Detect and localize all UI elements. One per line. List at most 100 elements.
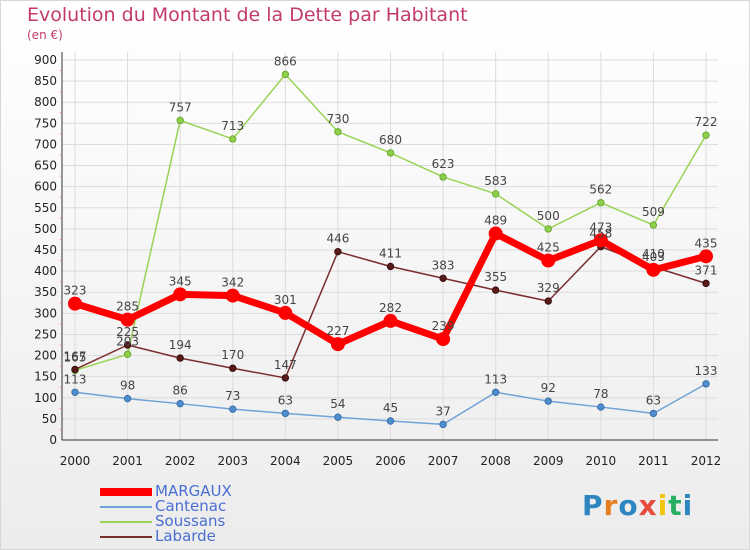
y-tick-label: 100 <box>34 391 57 405</box>
data-label: 282 <box>379 301 402 315</box>
y-tick-label: 350 <box>34 285 57 299</box>
data-label: 383 <box>432 258 455 272</box>
data-point <box>330 337 345 352</box>
axes: 0 50 100 150 200 250 300 350 400 450 500 550 600 650 7… <box>34 52 721 468</box>
x-tick-label: 2008 <box>480 454 511 468</box>
data-point <box>71 365 79 374</box>
data-point <box>702 131 710 139</box>
chart-unit: (en €) <box>27 28 63 42</box>
x-tick-label: 2005 <box>323 454 354 468</box>
data-label: 37 <box>435 404 450 418</box>
data-label: 98 <box>120 379 135 393</box>
data-label: 113 <box>484 372 507 386</box>
data-label: 342 <box>221 276 244 290</box>
data-label: 165 <box>64 350 87 364</box>
data-label: 225 <box>116 325 139 339</box>
y-tick-label: 450 <box>34 243 57 257</box>
y-tick-label: 300 <box>34 306 57 320</box>
y-tick-label: 200 <box>34 349 57 363</box>
data-label: 371 <box>695 263 718 277</box>
data-label: 86 <box>173 384 188 398</box>
data-label: 489 <box>484 214 507 228</box>
data-label: 562 <box>589 183 612 197</box>
data-label: 285 <box>116 300 139 314</box>
data-label: 411 <box>379 246 402 260</box>
data-point <box>334 413 342 421</box>
data-label: 63 <box>646 393 661 407</box>
data-label: 713 <box>221 119 244 133</box>
legend-swatch <box>100 488 152 496</box>
legend-label: Soussans <box>155 512 226 530</box>
data-label: 92 <box>541 381 556 395</box>
data-label: 329 <box>537 281 560 295</box>
data-label: 63 <box>278 393 293 407</box>
data-point <box>229 364 237 372</box>
data-label: 54 <box>330 397 345 411</box>
data-point <box>120 312 135 327</box>
x-tick-label: 2001 <box>112 454 143 468</box>
data-label: 403 <box>642 250 665 264</box>
data-point <box>281 409 290 418</box>
data-point <box>699 249 713 264</box>
x-tick-label: 2003 <box>217 454 248 468</box>
data-label: 866 <box>274 54 297 68</box>
y-tick-label: 250 <box>34 327 57 341</box>
chart-title: Evolution du Montant de la Dette par Hab… <box>27 4 468 26</box>
series-margaux <box>68 226 713 352</box>
data-label: 446 <box>326 232 349 246</box>
data-point <box>436 332 451 347</box>
data-point <box>702 279 710 288</box>
y-tick-label: 800 <box>34 95 57 109</box>
series-layer <box>68 70 713 429</box>
legend-item-labarde: Labarde <box>100 527 360 545</box>
data-label: 239 <box>432 319 455 333</box>
data-label: 757 <box>169 100 192 114</box>
data-point <box>597 199 605 207</box>
legend-swatch <box>100 506 152 508</box>
data-point <box>225 288 240 303</box>
data-label: 227 <box>326 324 349 338</box>
data-point <box>176 399 184 408</box>
legend-label: Cantenac <box>155 497 227 515</box>
data-point <box>176 354 184 362</box>
x-tick-label: 2007 <box>428 454 459 468</box>
legend-label: MARGAUX <box>155 482 232 500</box>
data-point <box>702 380 710 388</box>
data-label: 113 <box>64 372 87 386</box>
data-label: 473 <box>589 220 612 234</box>
data-point <box>491 388 500 396</box>
x-tick-label: 2009 <box>533 454 564 468</box>
data-point <box>123 350 132 358</box>
data-point <box>281 70 290 79</box>
data-point <box>439 173 447 181</box>
y-tick-label: 650 <box>34 159 57 173</box>
grid <box>62 52 718 440</box>
legend-item-soussans: Soussans <box>100 512 360 530</box>
series-soussans <box>71 70 710 375</box>
data-label: 73 <box>225 389 240 403</box>
data-point <box>386 417 395 425</box>
y-tick-label: 400 <box>34 264 57 278</box>
data-point <box>544 297 552 305</box>
data-label: 500 <box>537 209 560 223</box>
data-label: 623 <box>432 157 455 171</box>
data-point <box>383 313 398 328</box>
legend-swatch <box>100 521 152 523</box>
x-tick-label: 2006 <box>375 454 406 468</box>
data-point <box>173 287 188 302</box>
y-tick-label: 500 <box>34 222 57 236</box>
data-label: 583 <box>484 174 507 188</box>
y-tick-label: 150 <box>34 370 57 384</box>
data-point <box>334 247 342 256</box>
data-label: 458 <box>589 227 612 241</box>
x-tick-label: 2002 <box>165 454 196 468</box>
data-point <box>334 128 342 136</box>
y-tick-label: 600 <box>34 180 57 194</box>
data-label: 203 <box>116 334 139 348</box>
data-label: 355 <box>484 270 507 284</box>
data-point <box>646 262 661 277</box>
data-label: 147 <box>274 358 297 372</box>
data-point <box>488 226 503 241</box>
